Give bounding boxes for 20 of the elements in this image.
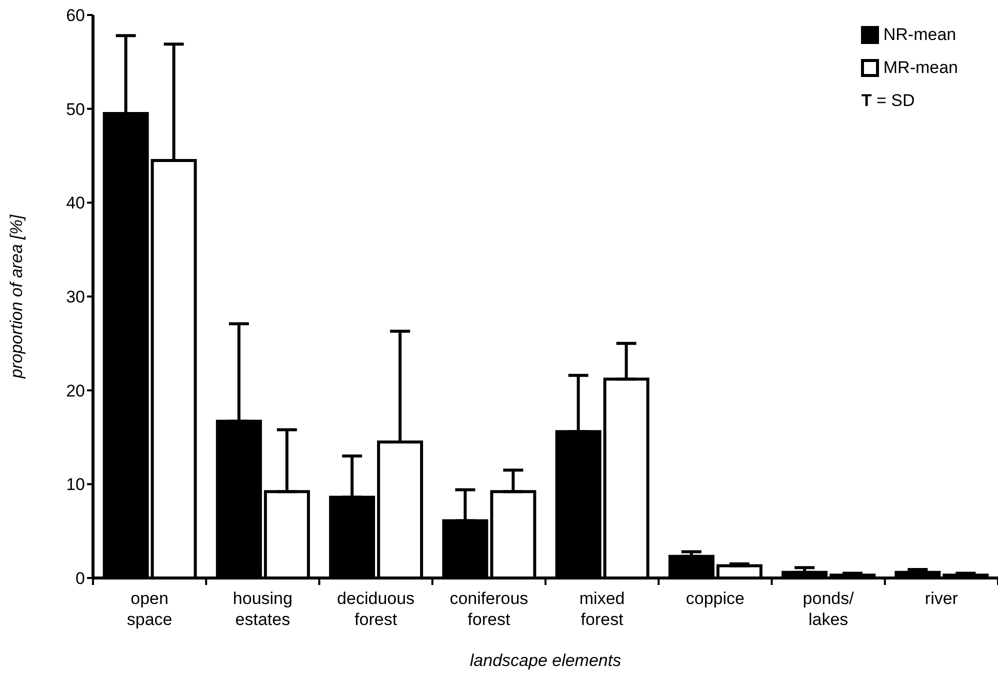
y-tick-label: 50 [66, 100, 85, 119]
y-tick-label: 10 [66, 475, 85, 494]
annotation: T = SD [861, 91, 915, 110]
x-tick-label: housing estates [232, 589, 292, 629]
y-tick-label: 60 [66, 6, 85, 26]
legend-label: NR-mean [883, 24, 956, 46]
y-tick-label: 20 [66, 381, 85, 400]
x-tick-label: coniferous forest [450, 589, 528, 629]
x-tick-label: coppice [686, 589, 744, 608]
x-tick-label: deciduous forest [337, 589, 415, 629]
legend-label: MR-mean [883, 57, 958, 79]
x-tick-label: ponds/ lakes [802, 589, 854, 629]
y-tick-label: 40 [66, 194, 85, 213]
y-tick-label: 30 [66, 288, 85, 307]
y-axis-title: proportion of area [%] [7, 213, 26, 380]
x-tick-label: mixed forest [579, 589, 625, 629]
x-tick-label: open space [126, 589, 172, 629]
y-tick-label: 0 [76, 569, 85, 588]
x-axis-title: landscape elements [470, 651, 622, 670]
x-tick-label: river [924, 589, 958, 608]
